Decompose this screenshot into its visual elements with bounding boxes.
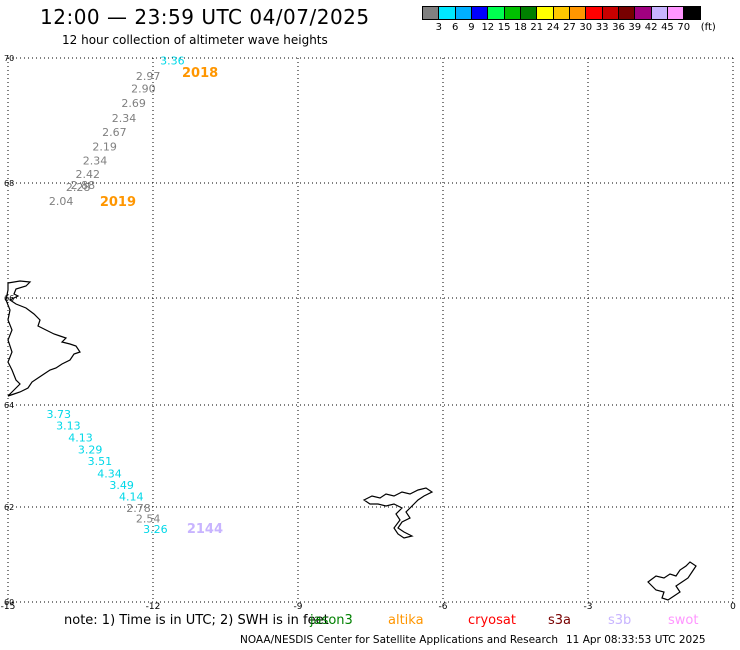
swh-value: 2.34 (112, 112, 137, 125)
y-tick-label: 70 (4, 54, 14, 63)
pass-time-label: 2019 (100, 195, 136, 210)
legend-tick-label: 6 (451, 22, 459, 33)
map-subtitle: 12 hour collection of altimeter wave hei… (62, 33, 328, 47)
legend-tick-label: 12 (481, 22, 495, 33)
faroe-islands-coastline (362, 487, 434, 539)
swh-value: 2.97 (136, 70, 161, 83)
legend-tick-label: 33 (595, 22, 609, 33)
legend-tick-label: 18 (514, 22, 527, 33)
legend-tick-label: 70 (677, 22, 691, 33)
altimeter-tracks: 2.972.902.692.342.672.192.342.422.282.88… (47, 54, 185, 536)
swh-value: 4.14 (119, 490, 144, 503)
map-title: 12:00 — 23:59 UTC 04/07/2025 (40, 5, 370, 29)
swh-value: 2.34 (83, 154, 108, 167)
axis-labels: -15 -12 -9 -6 -3 0 70 68 66 64 62 60 (1, 54, 736, 612)
lat-lon-grid (7, 57, 734, 603)
legend-tick-label: 15 (497, 22, 511, 33)
x-tick-label: -12 (146, 602, 161, 612)
hour-labels: 2018 2019 2144 (100, 66, 223, 537)
swh-value: 3.26 (143, 523, 168, 536)
swh-value: 3.36 (160, 54, 185, 67)
legend-tick-label: 21 (530, 22, 544, 33)
legend-swatch (683, 6, 701, 20)
swh-value: 3.51 (88, 455, 113, 468)
footer-note: note: 1) Time is in UTC; 2) SWH is in fe… (64, 613, 329, 628)
swh-value: 3.29 (78, 443, 103, 456)
satellite-label: cryosat (468, 613, 516, 628)
legend-tick-label: 39 (628, 22, 642, 33)
x-tick-label: -3 (584, 602, 593, 612)
swh-value: 2.04 (49, 195, 74, 208)
swh-value: 2.28 (66, 181, 91, 194)
swh-value: 2.19 (92, 141, 117, 154)
satellite-label: altika (388, 613, 424, 628)
swh-value: 2.88 (71, 179, 96, 192)
coastlines (5, 280, 697, 601)
y-tick-label: 64 (4, 401, 14, 410)
legend-unit: (ft) (700, 22, 716, 33)
legend-tick-label: 30 (579, 22, 593, 33)
swh-value: 2.69 (121, 97, 146, 110)
satellite-label: s3a (548, 613, 572, 628)
legend-tick-label: 3 (435, 22, 443, 33)
x-tick-label: 0 (730, 602, 736, 612)
legend-tick-label: 24 (546, 22, 560, 33)
y-tick-label: 68 (4, 179, 14, 188)
credit-line: NOAA/NESDIS Center for Satellite Applica… (240, 634, 558, 646)
satellite-label: s3b (608, 613, 632, 628)
legend-ticks: 3 6 9 12 15 18 21 24 27 30 33 36 39 42 45 70 (ft) (422, 22, 740, 34)
satellite-label: swot (668, 613, 699, 628)
satellite-label: jason3 (310, 613, 353, 628)
swh-value: 2.67 (102, 126, 127, 139)
swh-value: 2.78 (126, 502, 151, 515)
legend-tick-label: 36 (612, 22, 625, 33)
iceland-coastline (5, 280, 81, 397)
pass-time-label: 2018 (182, 66, 218, 81)
swh-value: 3.49 (109, 479, 134, 492)
y-tick-label: 60 (4, 598, 14, 607)
swh-value: 4.34 (97, 467, 122, 480)
x-tick-label: -15 (1, 602, 16, 612)
swh-value: 3.73 (47, 408, 72, 421)
x-tick-label: -6 (439, 602, 448, 612)
pass-time-label: 2144 (187, 522, 223, 537)
generated-timestamp: 11 Apr 08:33:53 UTC 2025 (566, 634, 706, 646)
swh-value: 2.90 (131, 82, 156, 95)
swh-value: 4.13 (68, 432, 93, 445)
swh-value: 2.54 (136, 513, 161, 526)
legend-tick-label: 45 (661, 22, 674, 33)
legend-tick-label: 42 (644, 22, 658, 33)
color-legend (422, 6, 701, 20)
swh-value: 3.13 (56, 419, 81, 432)
y-tick-label: 66 (4, 294, 14, 303)
x-tick-label: -9 (294, 602, 303, 612)
legend-tick-label: 27 (563, 22, 576, 33)
legend-tick-label: 9 (468, 22, 475, 33)
y-tick-label: 62 (4, 503, 14, 512)
swh-value: 2.42 (76, 168, 101, 181)
shetland-coastline (647, 561, 697, 601)
